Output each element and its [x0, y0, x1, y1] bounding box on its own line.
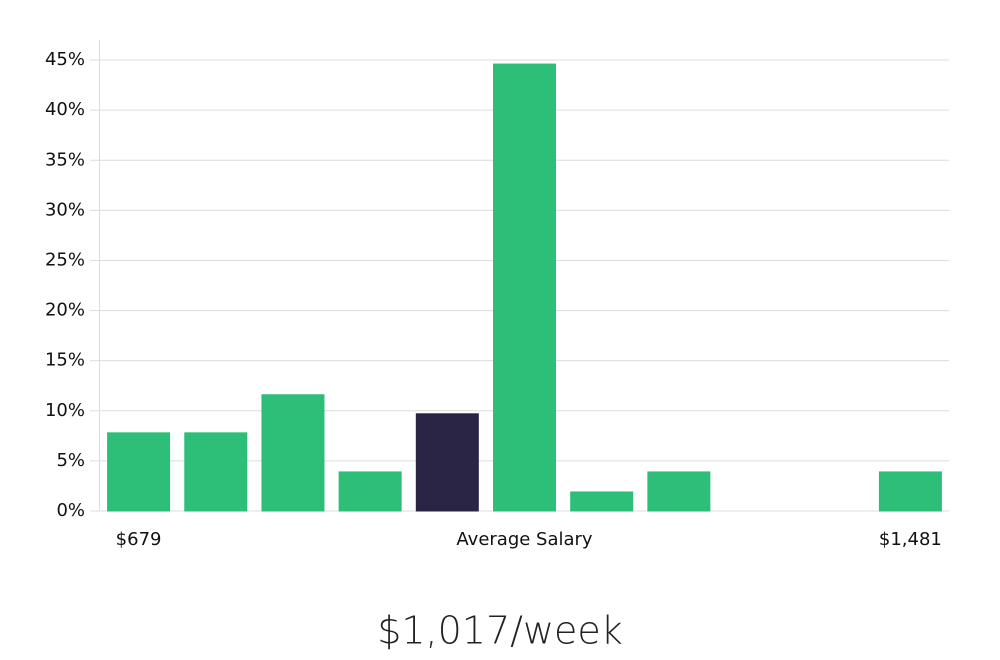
x-tick-label: $679 — [116, 529, 162, 550]
bar — [415, 413, 479, 512]
x-tick-label: Average Salary — [456, 529, 593, 550]
bar — [570, 491, 634, 512]
bar — [107, 432, 171, 512]
bar — [338, 471, 402, 512]
average-salary: $1,017/week — [377, 609, 623, 653]
y-tick-label: 20% — [45, 300, 85, 321]
y-tick-label: 35% — [45, 149, 85, 170]
bar — [184, 432, 248, 512]
y-tick-label: 15% — [45, 350, 85, 371]
y-tick-label: 45% — [45, 49, 85, 70]
y-tick-label: 5% — [56, 450, 85, 471]
y-tick-label: 40% — [45, 99, 85, 120]
y-tick-label: 25% — [45, 249, 85, 270]
x-tick-label: $1,481 — [879, 529, 942, 550]
y-tick-label: 10% — [45, 400, 85, 421]
bar — [647, 471, 711, 512]
bar — [261, 394, 325, 512]
bar — [493, 63, 556, 512]
y-tick-label: 30% — [45, 199, 85, 220]
bar — [878, 471, 942, 512]
y-tick-label: 0% — [56, 500, 85, 521]
